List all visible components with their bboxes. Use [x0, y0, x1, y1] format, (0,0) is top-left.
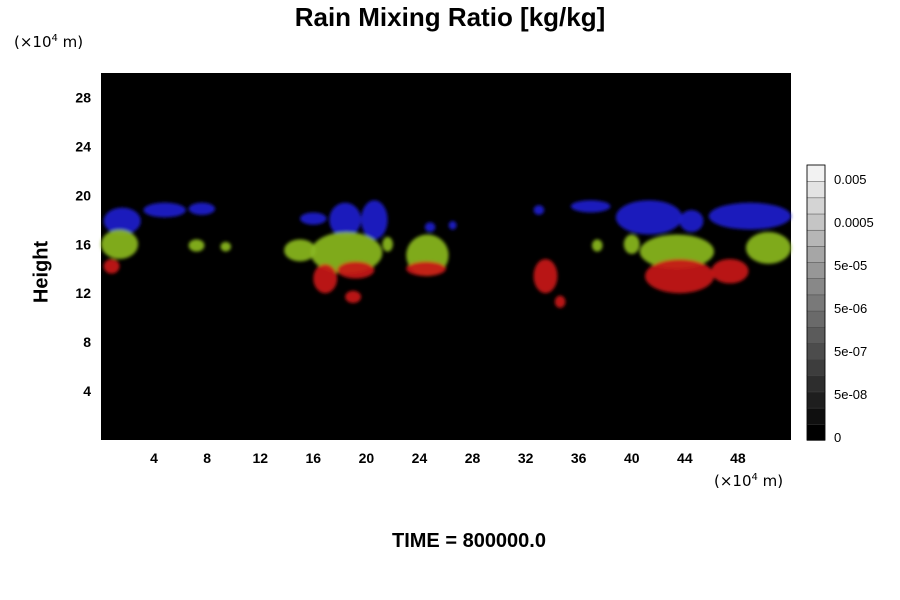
- region-upper: [448, 221, 457, 230]
- colorbar-swatch: [806, 261, 826, 279]
- colorbar: 0.005 0.0005 5e-05 5e-06 5e-07 5e-08 0: [806, 164, 874, 445]
- colorbar-swatch: [806, 245, 826, 263]
- field-layers: [101, 200, 791, 308]
- y-tick-label: 4: [83, 383, 91, 399]
- x-tick-label: 12: [252, 450, 268, 466]
- x-axis-unit: (×104 m): [714, 472, 784, 490]
- colorbar-swatch: [806, 310, 826, 328]
- y-tick-label: 12: [75, 285, 91, 301]
- region-upper: [615, 200, 683, 235]
- x-tick-labels: 4 8 12 16 20 24 28 32 36 40 44 48: [150, 450, 746, 466]
- x-tick-label: 32: [518, 450, 534, 466]
- region-lower: [645, 258, 715, 294]
- y-tick-label: 16: [75, 236, 91, 252]
- x-tick-label: 8: [203, 450, 211, 466]
- region-lower: [103, 258, 120, 274]
- colorbar-swatch: [806, 358, 826, 377]
- region-middle: [188, 239, 205, 252]
- region-upper: [708, 202, 791, 230]
- region-lower: [406, 261, 446, 277]
- region-upper: [679, 210, 704, 233]
- colorbar-swatch: [806, 423, 826, 441]
- region-upper: [143, 202, 186, 218]
- y-tick-label: 8: [83, 334, 91, 350]
- region-lower: [313, 263, 338, 294]
- x-tick-label: 44: [677, 450, 693, 466]
- region-lower: [345, 290, 362, 303]
- region-middle: [101, 229, 139, 259]
- chart-title: Rain Mixing Ratio [kg/kg]: [294, 2, 606, 32]
- region-middle: [745, 232, 791, 264]
- colorbar-frame: [806, 164, 826, 441]
- colorbar-swatch: [806, 277, 826, 296]
- y-tick-label: 28: [75, 89, 91, 105]
- colorbar-swatch: [806, 407, 826, 425]
- region-upper: [424, 222, 436, 233]
- region-upper: [300, 212, 327, 225]
- colorbar-label: 0.005: [834, 172, 867, 187]
- time-label: TIME = 800000.0: [392, 530, 546, 552]
- region-upper: [103, 207, 141, 235]
- region-middle: [623, 234, 640, 255]
- region-lower: [337, 261, 375, 279]
- region-middle: [639, 234, 715, 269]
- x-tick-label: 20: [359, 450, 375, 466]
- layer-upper: [103, 200, 791, 240]
- colorbar-swatch: [806, 326, 826, 344]
- x-tick-label: 28: [465, 450, 481, 466]
- region-middle: [284, 239, 316, 262]
- x-tick-label: 48: [730, 450, 746, 466]
- colorbar-swatch: [806, 180, 826, 199]
- colorbar-label: 5e-06: [834, 301, 867, 316]
- colorbar-label: 0.0005: [834, 215, 874, 230]
- colorbar-swatch: [806, 197, 826, 215]
- region-upper: [361, 200, 388, 240]
- colorbar-label: 5e-05: [834, 258, 867, 273]
- colorbar-label: 5e-08: [834, 387, 867, 402]
- x-tick-label: 36: [571, 450, 587, 466]
- y-tick-label: 20: [75, 187, 91, 203]
- region-upper: [533, 205, 545, 215]
- x-tick-label: 40: [624, 450, 640, 466]
- colorbar-swatch: [806, 213, 826, 231]
- x-tick-label: 16: [306, 450, 322, 466]
- region-lower: [711, 258, 749, 284]
- x-tick-label: 4: [150, 450, 158, 466]
- x-tick-label: 24: [412, 450, 428, 466]
- layer-lower: [103, 258, 749, 308]
- layer-middle: [101, 229, 791, 277]
- region-lower: [554, 295, 566, 308]
- region-middle: [220, 241, 232, 252]
- y-tick-label: 24: [75, 138, 91, 154]
- region-lower: [533, 258, 558, 294]
- colorbar-swatch: [806, 375, 826, 393]
- region-upper: [188, 202, 216, 215]
- y-tick-labels: 4 8 12 16 20 24 28: [75, 89, 91, 399]
- colorbar-swatch: [806, 229, 826, 247]
- region-upper: [329, 202, 362, 237]
- colorbar-label: 0: [834, 430, 841, 445]
- region-middle: [382, 236, 393, 252]
- colorbar-swatch: [806, 342, 826, 360]
- region-middle: [591, 239, 603, 252]
- region-upper: [570, 200, 611, 213]
- y-axis-unit: (×104 m): [14, 33, 84, 51]
- colorbar-swatch: [806, 164, 826, 182]
- colorbar-label: 5e-07: [834, 344, 867, 359]
- colorbar-swatch: [806, 391, 826, 409]
- colorbar-swatch: [806, 294, 826, 312]
